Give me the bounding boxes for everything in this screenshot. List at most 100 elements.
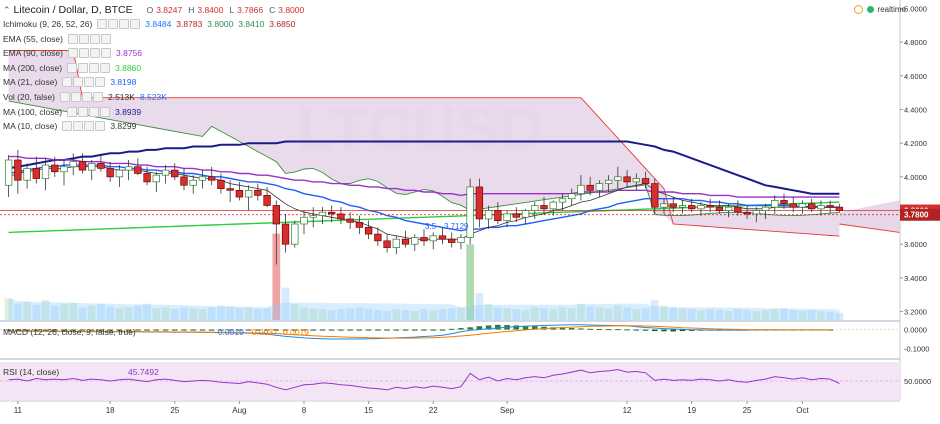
indicator-value: 3.8299 (110, 121, 137, 132)
indicator-label[interactable]: MA (21, close) (3, 77, 58, 88)
macd-histogram-bar (688, 329, 695, 331)
macd-histogram-bar (33, 329, 40, 331)
eye-icon[interactable] (67, 62, 78, 73)
volume-bar (226, 306, 235, 320)
candle (448, 232, 456, 248)
settings-icon[interactable] (78, 106, 89, 117)
more-icon[interactable] (100, 106, 111, 117)
candle (549, 200, 557, 216)
volume-bar (429, 310, 438, 320)
volume-bar (60, 303, 68, 320)
indicator-label[interactable]: Vol (20, false) (3, 92, 55, 102)
indicator-value: 3.8939 (115, 106, 142, 117)
eye-icon[interactable] (68, 48, 78, 59)
candle-body (161, 169, 170, 176)
time-tick-label: 18 (106, 406, 115, 415)
indicator-value: 3.8860 (115, 62, 142, 73)
candle (826, 200, 834, 214)
close-icon[interactable] (81, 92, 92, 102)
macd-histogram-bar (144, 329, 150, 331)
indicator-label[interactable]: MA (10, close) (3, 121, 58, 132)
macd-histogram-bar (52, 329, 58, 331)
eye-icon[interactable] (67, 106, 78, 117)
candle (789, 197, 797, 213)
candle (337, 207, 345, 224)
macd-histogram-bar (661, 329, 667, 332)
settings-icon[interactable] (79, 33, 89, 44)
settings-icon[interactable] (79, 48, 89, 59)
candle-body (300, 216, 308, 225)
more-icon[interactable] (95, 77, 106, 88)
clock-icon[interactable] (853, 5, 863, 14)
indicator-label[interactable]: Ichimoku (9, 26, 52, 26) (3, 19, 93, 29)
price-label-bg (900, 208, 940, 221)
settings-icon[interactable] (78, 62, 89, 73)
more-icon[interactable] (101, 48, 111, 59)
eye-icon[interactable] (68, 33, 78, 44)
candle-body (346, 218, 354, 223)
more-icon[interactable] (100, 62, 111, 73)
candle (134, 158, 142, 176)
candle (484, 205, 493, 230)
indicator-controls (68, 33, 111, 44)
settings-icon[interactable] (70, 92, 81, 102)
macd-histogram-bar (310, 329, 316, 331)
collapse-chevron-icon[interactable]: ⌃ (3, 4, 11, 15)
volume-bar (97, 303, 105, 320)
close-icon[interactable] (89, 62, 100, 73)
macd-histogram-bar (208, 329, 215, 331)
settings-icon[interactable] (73, 121, 84, 132)
candle-body (669, 203, 677, 208)
more-icon[interactable] (101, 33, 111, 44)
close-icon[interactable] (119, 19, 130, 29)
macd-histogram-bar (605, 329, 612, 331)
candle-body (60, 166, 68, 173)
candle (143, 166, 151, 186)
close-icon[interactable] (84, 121, 95, 132)
macd-histogram-bar (273, 329, 280, 331)
eye-icon[interactable] (97, 19, 108, 29)
macd-histogram-bar (587, 328, 593, 330)
volume-bar (678, 308, 687, 320)
volume-bar (770, 309, 779, 320)
volume-bar (632, 309, 641, 320)
candle-body (401, 238, 410, 245)
indicator-label[interactable]: MA (200, close) (3, 62, 63, 73)
close-icon[interactable] (84, 77, 95, 88)
volume-bar (512, 309, 521, 320)
settings-icon[interactable] (108, 19, 119, 29)
volume-bar (4, 298, 13, 320)
close-icon[interactable] (90, 48, 100, 59)
close-icon[interactable] (89, 106, 100, 117)
candle-body (706, 205, 714, 208)
macd-histogram-bar (495, 324, 501, 330)
volume-bar (392, 309, 401, 320)
indicator-label[interactable]: EMA (55, close) (3, 33, 63, 44)
eye-icon[interactable] (62, 77, 73, 88)
indicator-label[interactable]: MA (100, close) (3, 106, 63, 117)
close-icon[interactable] (90, 33, 100, 44)
eye-icon[interactable] (59, 92, 70, 102)
close-label: C (269, 5, 276, 15)
eye-icon[interactable] (62, 121, 73, 132)
more-icon[interactable] (92, 92, 103, 102)
volume-bar (272, 233, 281, 320)
macd-histogram-bar (301, 329, 307, 331)
macd-histogram-bar (476, 326, 483, 330)
more-icon[interactable] (95, 121, 106, 132)
indicator-controls (97, 19, 141, 29)
volume-bar (152, 308, 161, 320)
macd-histogram-bar (107, 329, 113, 331)
price-tick-label: 4.2000 (904, 139, 927, 148)
indicator-label[interactable]: EMA (90, close) (3, 48, 63, 59)
more-icon[interactable] (130, 19, 141, 29)
indicator-value: 3.6850 (269, 19, 296, 29)
settings-icon[interactable] (73, 77, 84, 88)
volume-bar (170, 309, 179, 320)
symbol-title: Litecoin / Dollar, D, BTCE (13, 4, 133, 16)
candle-body (309, 215, 317, 218)
macd-histogram-bar (670, 329, 676, 332)
candle (531, 202, 539, 219)
candle (78, 153, 87, 174)
